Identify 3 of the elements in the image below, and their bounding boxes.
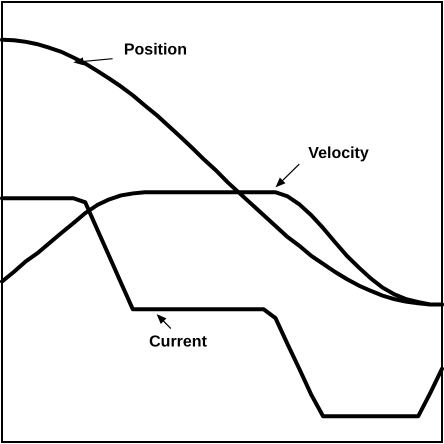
legend-label: Position (124, 41, 187, 58)
text: Velocity (308, 144, 369, 162)
series-label: Current (149, 333, 208, 350)
